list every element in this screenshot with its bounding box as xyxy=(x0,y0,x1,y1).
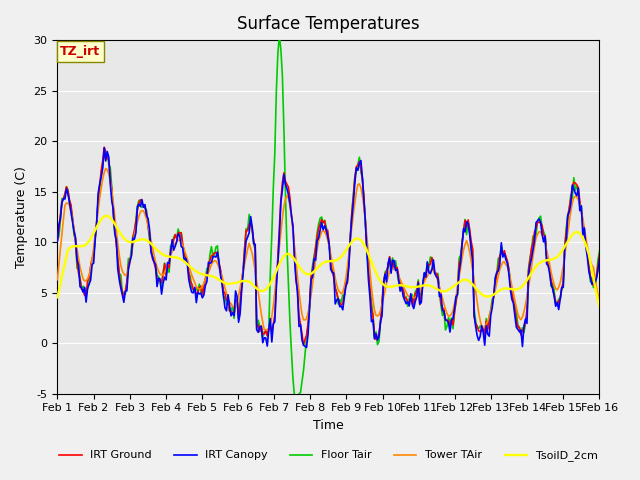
TsoilD_2cm xyxy=(102,213,109,219)
Floor Tair xyxy=(54,237,61,242)
Tower TAir xyxy=(235,293,243,299)
Floor Tair xyxy=(596,248,604,254)
Tower TAir xyxy=(216,269,224,275)
Floor Tair xyxy=(275,33,283,38)
Tower TAir xyxy=(264,327,271,333)
IRT Canopy xyxy=(568,182,576,188)
TsoilD_2cm xyxy=(596,304,604,310)
X-axis label: Time: Time xyxy=(313,419,344,432)
IRT Ground xyxy=(122,288,129,294)
TsoilD_2cm xyxy=(567,234,575,240)
Tower TAir xyxy=(244,246,252,252)
IRT Canopy xyxy=(122,288,129,294)
Floor Tair xyxy=(120,289,127,295)
Line: IRT Ground: IRT Ground xyxy=(58,147,600,345)
IRT Ground xyxy=(216,266,224,272)
Line: IRT Canopy: IRT Canopy xyxy=(58,148,600,348)
IRT Canopy xyxy=(596,255,604,261)
IRT Canopy xyxy=(235,319,243,325)
Floor Tair xyxy=(233,297,241,303)
IRT Ground xyxy=(596,252,604,258)
Floor Tair xyxy=(215,262,223,268)
Tower TAir xyxy=(54,277,61,283)
Floor Tair xyxy=(292,407,300,412)
IRT Canopy xyxy=(100,145,108,151)
TsoilD_2cm xyxy=(235,279,243,285)
Y-axis label: Temperature (C): Temperature (C) xyxy=(15,166,28,268)
Tower TAir xyxy=(596,298,604,304)
IRT Ground xyxy=(235,316,243,322)
IRT Ground xyxy=(292,274,300,280)
IRT Ground xyxy=(54,238,61,243)
IRT Canopy xyxy=(292,277,300,283)
Tower TAir xyxy=(568,200,576,206)
TsoilD_2cm xyxy=(292,259,300,264)
Legend: IRT Ground, IRT Canopy, Floor Tair, Tower TAir, TsoilD_2cm: IRT Ground, IRT Canopy, Floor Tair, Towe… xyxy=(55,446,602,466)
Title: Surface Temperatures: Surface Temperatures xyxy=(237,15,420,33)
IRT Ground xyxy=(568,184,576,190)
TsoilD_2cm xyxy=(244,278,252,284)
IRT Ground xyxy=(300,342,307,348)
IRT Ground xyxy=(244,228,252,234)
TsoilD_2cm xyxy=(122,237,129,242)
IRT Canopy xyxy=(54,238,61,244)
IRT Canopy xyxy=(303,345,310,350)
TsoilD_2cm xyxy=(54,295,61,300)
TsoilD_2cm xyxy=(216,278,224,284)
Floor Tair xyxy=(568,196,576,202)
IRT Canopy xyxy=(244,234,252,240)
Line: TsoilD_2cm: TsoilD_2cm xyxy=(58,216,600,307)
Tower TAir xyxy=(102,166,109,171)
Text: TZ_irt: TZ_irt xyxy=(60,45,100,58)
IRT Ground xyxy=(100,144,108,150)
Tower TAir xyxy=(294,274,301,280)
Floor Tair xyxy=(243,226,250,231)
Floor Tair xyxy=(294,396,301,402)
Line: Tower TAir: Tower TAir xyxy=(58,168,600,330)
Line: Floor Tair: Floor Tair xyxy=(58,36,600,409)
IRT Canopy xyxy=(216,272,224,278)
Tower TAir xyxy=(122,273,129,278)
